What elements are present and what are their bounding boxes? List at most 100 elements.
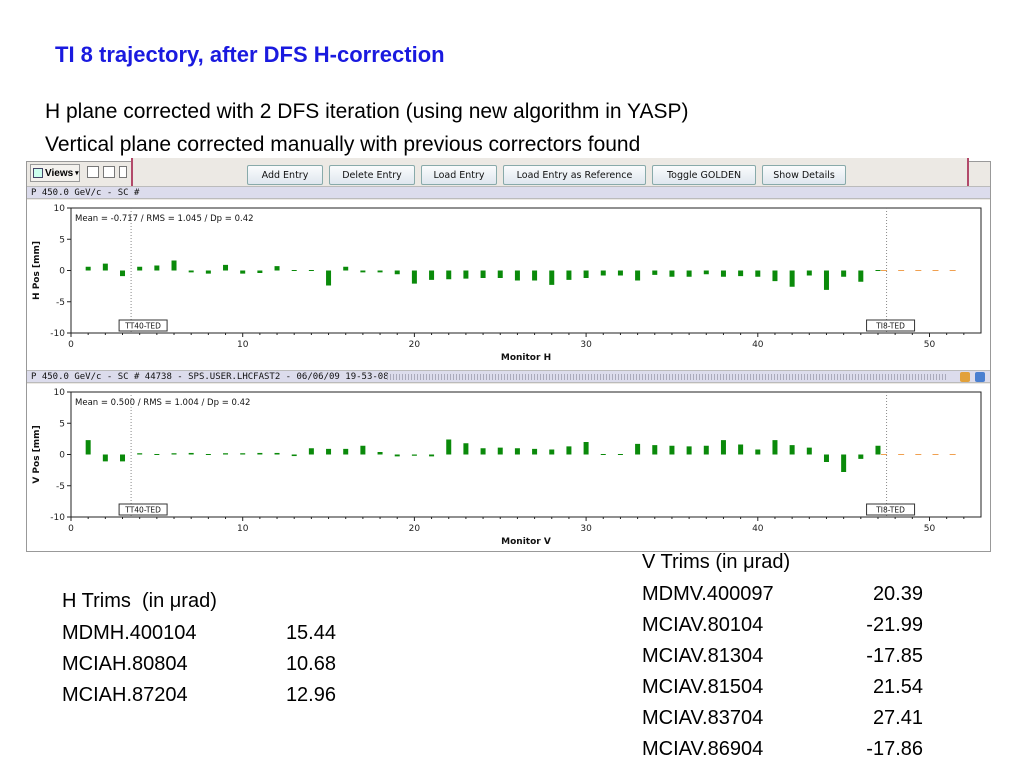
monitor-bar (120, 454, 126, 462)
monitor-bar (429, 270, 435, 280)
monitor-bar (686, 446, 692, 455)
x-tick-label: 50 (924, 524, 936, 534)
monitor-bar (429, 454, 435, 457)
trim-name: MCIAH.87204 (62, 684, 188, 706)
y-tick-label: -10 (50, 329, 65, 339)
layout-icon[interactable] (103, 166, 115, 178)
monitor-bar (841, 270, 847, 277)
trim-name: MDMV.400097 (642, 583, 774, 605)
monitor-bar (875, 270, 881, 271)
monitor-bar (755, 270, 761, 277)
monitor-bar (446, 439, 452, 455)
monitor-bar (583, 442, 589, 455)
x-tick-label: 40 (752, 524, 764, 534)
trim-value: -17.86 (866, 738, 923, 760)
monitor-bar (223, 264, 229, 271)
monitor-bar (480, 270, 486, 278)
ted-marker-label: TT40-TED (124, 322, 161, 331)
trim-value: 27.41 (872, 707, 923, 729)
chart-background (27, 200, 990, 370)
monitor-bar (188, 452, 194, 455)
ted-marker-box (118, 503, 168, 516)
y-tick-label: 5 (59, 235, 65, 245)
trim-name: MDMH.400104 (62, 622, 197, 644)
panel-v-header-text: P 450.0 GeV/c - SC # 44738 - SPS.USER.LH… (31, 372, 389, 382)
monitor-bar (326, 270, 332, 286)
monitor-bar (823, 270, 829, 290)
monitor-bar (137, 266, 143, 271)
monitor-bar (343, 448, 349, 455)
monitor-bar (514, 448, 520, 455)
panel-v-settings-icon[interactable] (975, 372, 985, 382)
monitor-bar (171, 260, 177, 271)
x-tick-label: 30 (580, 340, 592, 350)
subtitle-h-plane: H plane corrected with 2 DFS iteration (… (45, 100, 689, 123)
monitor-bar (171, 453, 177, 455)
monitor-bar (635, 443, 641, 455)
panel-v-tool-icon[interactable] (960, 372, 970, 382)
v-trims-title: V Trims (in μrad) (642, 551, 791, 573)
monitor-bar (703, 445, 709, 455)
monitor-bar (823, 454, 829, 462)
monitor-bar (617, 270, 623, 276)
panel-h-header-text: P 450.0 GeV/c - SC # (31, 188, 140, 198)
monitor-bar (240, 453, 246, 455)
monitor-bar (720, 440, 726, 455)
monitor-bar (102, 263, 108, 271)
monitor-bar (686, 270, 692, 277)
monitor-bar (240, 270, 246, 274)
toolbar-icon[interactable] (119, 166, 127, 178)
trim-name: MCIAV.86904 (642, 738, 764, 760)
monitor-bar (360, 445, 366, 455)
monitor-bar (635, 270, 641, 281)
add-entry-button[interactable]: Add Entry (247, 165, 323, 185)
load-reference-button[interactable]: Load Entry as Reference (503, 165, 646, 185)
monitor-bar (274, 452, 280, 455)
monitor-bar (600, 270, 606, 276)
delete-entry-button[interactable]: Delete Entry (329, 165, 415, 185)
x-tick-label: 50 (924, 340, 936, 350)
monitor-bar (274, 266, 280, 271)
monitor-bar (858, 270, 864, 282)
monitor-bar (549, 449, 555, 455)
reference-popup: Add Entry Delete Entry Load Entry Load E… (131, 158, 969, 191)
trim-name: MCIAH.80804 (62, 653, 188, 675)
trim-value: 12.96 (285, 684, 336, 706)
monitor-bar (738, 270, 744, 277)
ted-marker-label: TI8-TED (875, 506, 905, 515)
monitor-bar (875, 445, 881, 455)
monitor-bar (600, 454, 606, 455)
views-button[interactable]: Views ▾ (30, 164, 80, 182)
monitor-bar (205, 454, 211, 455)
monitor-bar (291, 270, 297, 271)
stats-readout: Mean = 0.500 / RMS = 1.004 / Dp = 0.42 (75, 398, 250, 408)
monitor-bar (377, 452, 383, 455)
monitor-bar (326, 448, 332, 455)
trim-value: -21.99 (866, 614, 923, 636)
toggle-golden-button[interactable]: Toggle GOLDEN (652, 165, 756, 185)
grid-icon[interactable] (87, 166, 99, 178)
monitor-bar (411, 454, 417, 456)
x-tick-label: 10 (237, 340, 249, 350)
views-icon (33, 168, 43, 178)
panel-v-header: P 450.0 GeV/c - SC # 44738 - SPS.USER.LH… (27, 370, 990, 383)
monitor-bar (377, 270, 383, 273)
monitor-bar (154, 454, 160, 455)
y-tick-label: -10 (50, 513, 65, 523)
monitor-bar (137, 453, 143, 455)
monitor-bar (446, 270, 452, 280)
monitor-bar (549, 270, 555, 285)
monitor-bar (205, 270, 211, 274)
y-tick-label: 0 (59, 267, 65, 277)
trim-value: 10.68 (285, 653, 336, 675)
load-entry-button[interactable]: Load Entry (421, 165, 497, 185)
monitor-bar (789, 445, 795, 455)
monitor-bar (463, 270, 469, 279)
monitor-bar (291, 454, 297, 457)
ted-marker-label: TT40-TED (124, 506, 161, 515)
monitor-bar (858, 454, 864, 459)
show-details-button[interactable]: Show Details (762, 165, 846, 185)
monitor-bar (566, 446, 572, 455)
